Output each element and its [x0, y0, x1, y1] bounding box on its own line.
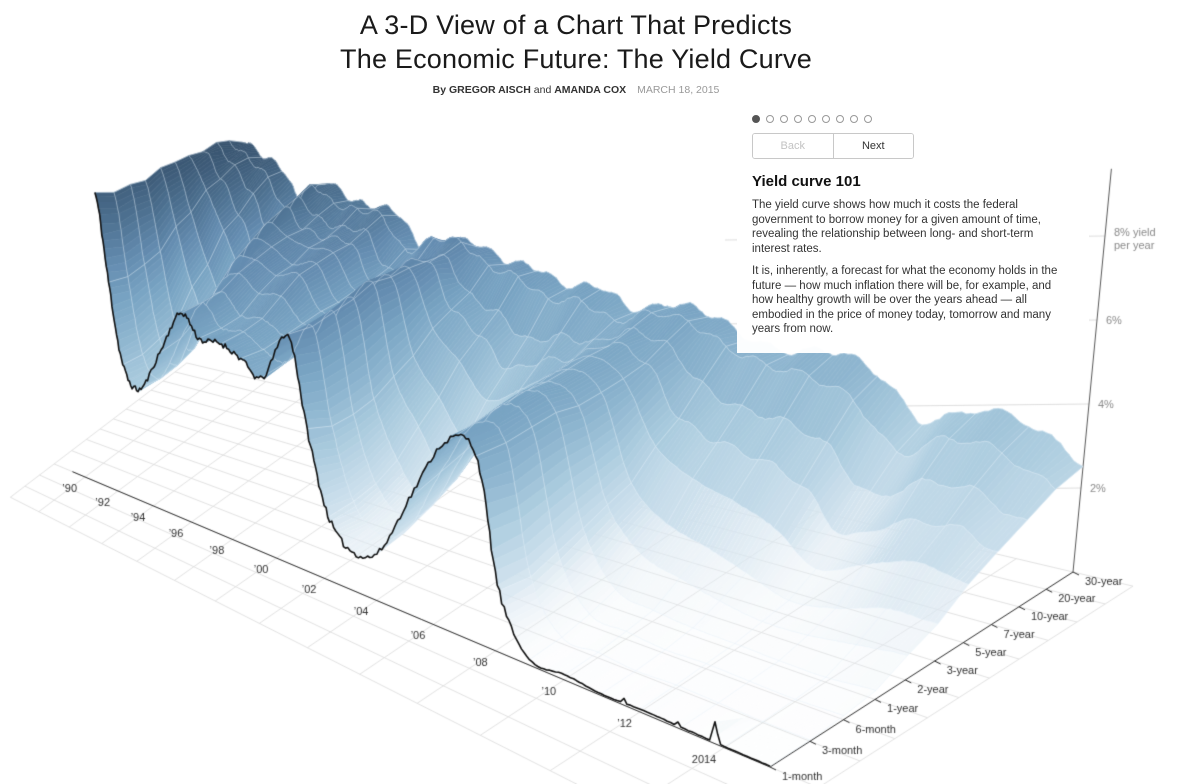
byline-and: and [533, 84, 552, 96]
byline-date: MARCH 18, 2015 [637, 84, 720, 96]
step-dot[interactable] [794, 115, 802, 123]
step-dot[interactable] [808, 115, 816, 123]
byline-author-1: GREGOR AISCH [448, 84, 531, 96]
step-dot[interactable] [766, 115, 774, 123]
title-line-1: A 3-D View of a Chart That Predicts [359, 10, 793, 40]
panel-heading: Yield curve 101 [752, 173, 861, 190]
step-dots [752, 112, 1074, 126]
step-dot[interactable] [780, 115, 788, 123]
back-button[interactable]: Back [753, 134, 834, 158]
step-dot[interactable] [864, 115, 872, 123]
byline: By GREGOR AISCH and AMANDA COX MARCH 18,… [0, 84, 1152, 96]
page-title: A 3-D View of a Chart That Predicts The E… [0, 8, 1152, 76]
article-header: A 3-D View of a Chart That Predicts The E… [0, 8, 1152, 96]
step-dot[interactable] [752, 115, 760, 123]
step-nav: Back Next [752, 133, 914, 159]
panel-paragraph-1: The yield curve shows how much it costs … [752, 199, 1041, 255]
byline-author-2: AMANDA COX [554, 84, 627, 96]
panel-paragraph-2: It is, inherently, a forecast for what t… [752, 265, 1058, 335]
next-button[interactable]: Next [833, 134, 913, 158]
step-dot[interactable] [822, 115, 830, 123]
byline-by: By [432, 84, 447, 96]
narrative-panel: Back Next Yield curve 101 The yield curv… [737, 104, 1089, 353]
step-dot[interactable] [850, 115, 858, 123]
step-dot[interactable] [836, 115, 844, 123]
title-line-2: The Economic Future: The Yield Curve [340, 44, 812, 74]
